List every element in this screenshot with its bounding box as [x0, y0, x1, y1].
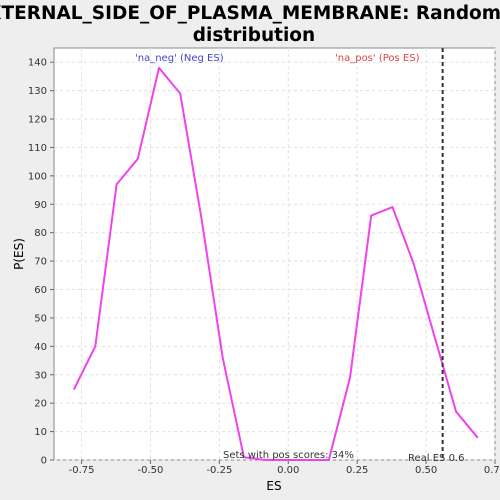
data-point — [243, 456, 245, 459]
data-point — [370, 214, 373, 217]
y-tick-label: 80 — [34, 228, 47, 239]
data-point — [200, 217, 203, 220]
y-tick-label: 10 — [34, 427, 47, 438]
x-axis-label: ES — [266, 479, 281, 493]
y-tick-label: 90 — [34, 200, 47, 211]
chart-title-line-2: distribution — [193, 25, 315, 46]
data-point — [73, 388, 76, 390]
y-tick-label: 30 — [34, 370, 47, 381]
x-axis: -0.75 -0.50 -0.25 0.00 0.25 0.50 0.75 — [69, 460, 500, 476]
y-tick-label: 120 — [28, 115, 47, 126]
x-tick-label: 0.75 — [484, 465, 500, 476]
pos-scores-label: Sets with pos scores: 34% — [223, 450, 354, 461]
x-tick-label: -0.75 — [69, 465, 95, 476]
data-point — [285, 459, 288, 461]
data-point — [327, 459, 330, 461]
data-point — [94, 345, 97, 348]
x-tick-label: 0.25 — [346, 465, 368, 476]
x-tick-label: -0.50 — [138, 465, 164, 476]
y-tick-label: 40 — [34, 342, 47, 353]
y-axis: 0 10 20 30 40 50 60 70 80 90 100 110 120 130 140 — [28, 58, 54, 467]
x-tick-label: 0.00 — [277, 465, 299, 476]
y-tick-label: 50 — [34, 313, 47, 324]
x-tick-label: -0.25 — [206, 465, 232, 476]
data-point — [455, 410, 458, 413]
data-point — [136, 157, 139, 160]
y-tick-label: 70 — [34, 257, 47, 268]
x-tick-label: 0.50 — [415, 465, 437, 476]
data-point — [115, 183, 118, 186]
series-line — [73, 66, 479, 461]
y-axis-label: P(ES) — [12, 238, 26, 270]
y-tick-label: 0 — [41, 456, 47, 467]
real-es-label: Real ES 0.6 — [408, 453, 464, 464]
data-point — [476, 436, 479, 439]
pos-es-label: 'na_pos' (Pos ES) — [335, 53, 420, 64]
data-point — [412, 263, 415, 265]
data-point — [434, 336, 436, 339]
series-layer — [73, 66, 479, 461]
chart-title-line-1: EXTERNAL_SIDE_OF_PLASMA_MEMBRANE: Random… — [0, 3, 500, 24]
plot-area — [53, 47, 496, 461]
y-tick-label: 130 — [28, 86, 47, 97]
y-tick-label: 140 — [28, 58, 47, 69]
y-tick-label: 60 — [34, 285, 47, 296]
data-point — [221, 356, 224, 359]
y-tick-label: 110 — [28, 143, 47, 154]
data-point — [306, 459, 309, 461]
data-point — [264, 459, 267, 461]
y-tick-label: 100 — [28, 171, 47, 182]
data-point — [179, 92, 182, 95]
y-tick-label: 20 — [34, 399, 47, 410]
data-point — [349, 376, 351, 379]
data-point — [391, 206, 394, 209]
neg-es-label: 'na_neg' (Neg ES) — [135, 53, 224, 64]
data-point — [158, 66, 160, 69]
